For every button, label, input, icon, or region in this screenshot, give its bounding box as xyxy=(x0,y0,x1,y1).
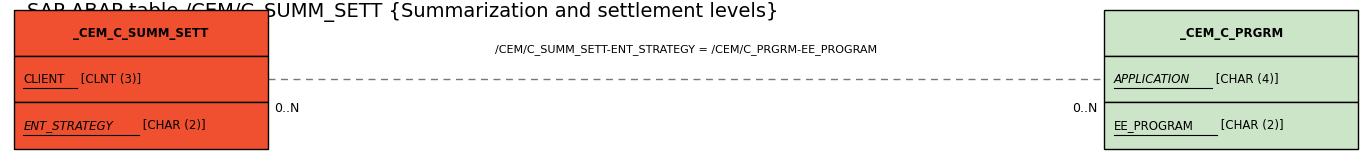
Text: CLIENT: CLIENT xyxy=(23,73,64,86)
FancyBboxPatch shape xyxy=(14,56,268,102)
Text: [CHAR (2)]: [CHAR (2)] xyxy=(1217,119,1284,132)
Text: [CHAR (2)]: [CHAR (2)] xyxy=(139,119,206,132)
Text: SAP ABAP table /CEM/C_SUMM_SETT {Summarization and settlement levels}: SAP ABAP table /CEM/C_SUMM_SETT {Summari… xyxy=(27,2,779,22)
Text: ENT_STRATEGY: ENT_STRATEGY xyxy=(23,119,113,132)
FancyBboxPatch shape xyxy=(1104,102,1358,148)
Text: _CEM_C_PRGRM: _CEM_C_PRGRM xyxy=(1180,27,1283,39)
FancyBboxPatch shape xyxy=(14,102,268,148)
Text: /CEM/C_SUMM_SETT-ENT_STRATEGY = /CEM/C_PRGRM-EE_PROGRAM: /CEM/C_SUMM_SETT-ENT_STRATEGY = /CEM/C_P… xyxy=(495,44,877,55)
Text: [CHAR (4)]: [CHAR (4)] xyxy=(1213,73,1279,86)
Text: APPLICATION: APPLICATION xyxy=(1114,73,1191,86)
Text: EE_PROGRAM: EE_PROGRAM xyxy=(1114,119,1194,132)
Text: 0..N: 0..N xyxy=(1073,102,1098,115)
FancyBboxPatch shape xyxy=(14,10,268,56)
FancyBboxPatch shape xyxy=(1104,56,1358,102)
Text: [CLNT (3)]: [CLNT (3)] xyxy=(77,73,141,86)
Text: _CEM_C_SUMM_SETT: _CEM_C_SUMM_SETT xyxy=(73,27,209,39)
FancyBboxPatch shape xyxy=(1104,10,1358,56)
Text: 0..N: 0..N xyxy=(274,102,299,115)
